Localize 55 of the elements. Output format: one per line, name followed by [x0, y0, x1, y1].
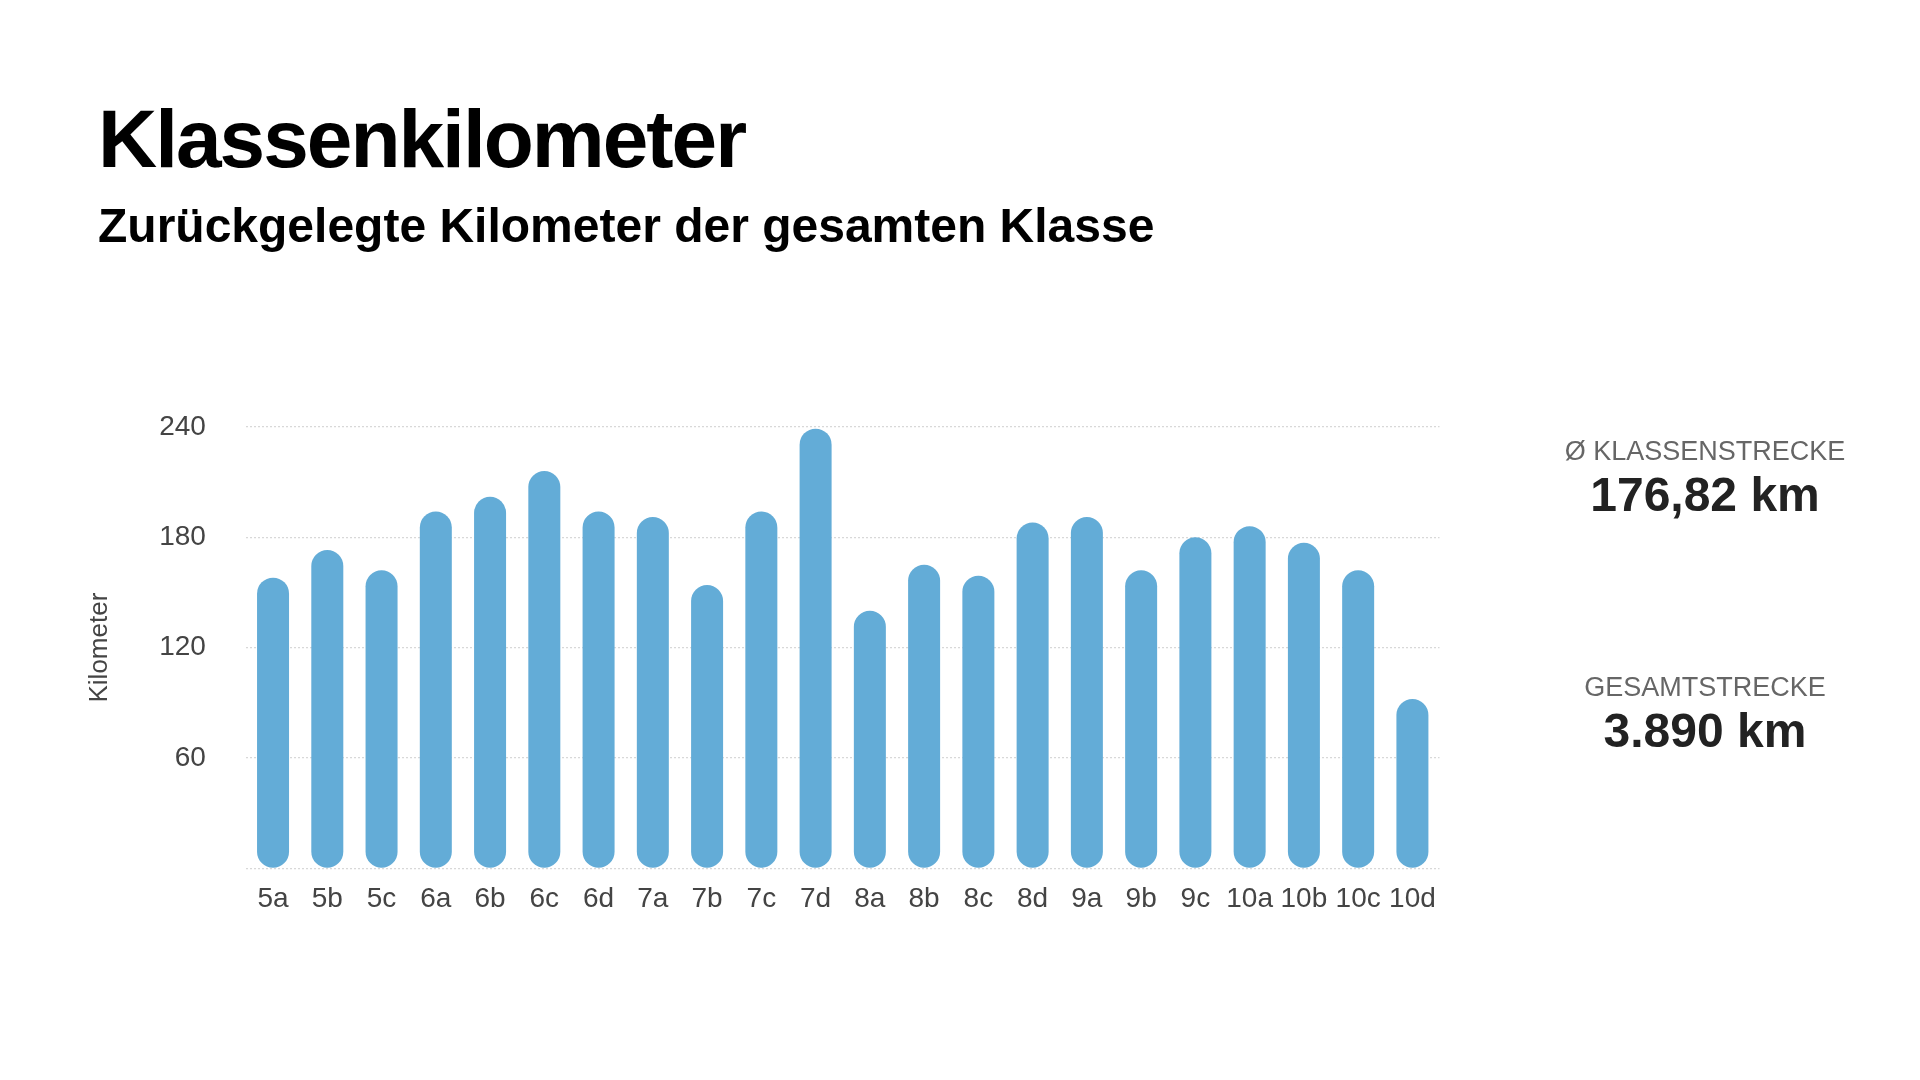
x-tick-label: 9a [1071, 881, 1103, 913]
text: 176,82 km [1589, 467, 1821, 522]
bar [1233, 526, 1266, 868]
x-tick-label: 8b [908, 881, 940, 913]
y-tick-label: 60 [174, 740, 206, 772]
x-tick-label: 9c [1180, 881, 1211, 913]
bar [582, 511, 615, 868]
x-tick-label: 7a [637, 881, 669, 913]
x-tick-label: 7d [800, 881, 832, 913]
x-tick-label: 10d [1389, 881, 1436, 913]
bar [853, 610, 886, 868]
chart-subtitle: Zurückgelegte Kilometer der gesamten Klasse [98, 198, 1155, 253]
text: 3.890 km [1602, 703, 1808, 758]
bar [1342, 570, 1375, 868]
text: GESAMTSTRECKE [1583, 672, 1827, 703]
bar [1070, 516, 1103, 868]
x-tick-label: 6c [529, 881, 560, 913]
x-tick-label: 6a [420, 881, 452, 913]
bar [962, 575, 995, 868]
x-tick-label: 5b [311, 881, 343, 913]
bar [1016, 522, 1049, 868]
bar [1179, 537, 1212, 868]
chart-title: Klassenkilometer [98, 92, 746, 186]
y-axis-title: Kilometer [82, 592, 113, 703]
bar [691, 585, 724, 868]
x-tick-label: 8d [1017, 881, 1049, 913]
x-tick-label: 5c [366, 881, 397, 913]
bar [474, 496, 507, 868]
y-tick-label: 240 [159, 409, 206, 441]
bar [745, 511, 778, 868]
bar [799, 428, 832, 868]
y-tick-label: 180 [159, 519, 206, 551]
bar [636, 516, 669, 868]
x-tick-label: 9b [1125, 881, 1157, 913]
x-tick-label: 10b [1280, 881, 1328, 913]
x-tick-label: 6d [583, 881, 615, 913]
bar [1125, 570, 1158, 868]
x-tick-label: 10a [1226, 881, 1274, 913]
x-tick-label: 7b [691, 881, 723, 913]
x-tick-label: 7c [746, 881, 777, 913]
x-tick-label: 5a [257, 881, 290, 913]
text: Ø KLASSENSTRECKE [1563, 436, 1847, 467]
bar [1287, 542, 1320, 868]
bar [419, 511, 452, 868]
bar [257, 577, 290, 868]
bar [365, 570, 398, 868]
bar [1396, 699, 1429, 868]
bar [908, 564, 941, 868]
y-tick-label: 120 [159, 630, 206, 662]
bar [311, 550, 344, 868]
x-tick-label: 10c [1335, 881, 1381, 913]
x-tick-label: 8a [854, 881, 886, 913]
x-tick-label: 8c [963, 881, 994, 913]
x-tick-label: 6b [474, 881, 506, 913]
bar [528, 470, 561, 868]
